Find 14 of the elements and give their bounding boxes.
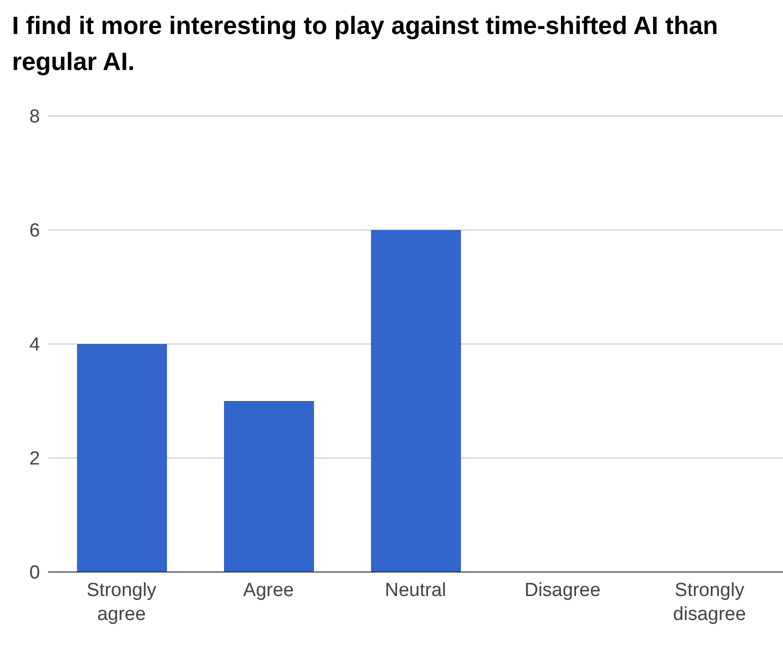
y-tick-label: 8 xyxy=(29,106,40,128)
y-tick-label: 2 xyxy=(29,448,40,470)
x-tick-label: Strongly agree xyxy=(86,580,157,625)
bar xyxy=(77,344,167,572)
x-tick-label: Disagree xyxy=(524,580,601,601)
y-tick-label: 6 xyxy=(29,220,40,242)
x-tick-label: Agree xyxy=(243,580,294,601)
chart-title: I find it more interesting to play against time-shifted AI than regular AI. xyxy=(12,11,720,78)
bar xyxy=(371,230,461,572)
y-tick-label: 4 xyxy=(29,334,40,356)
x-tick-label: Neutral xyxy=(384,580,446,601)
y-tick-label: 0 xyxy=(29,562,40,584)
x-tick-label: Strongly disagree xyxy=(673,580,746,625)
bar xyxy=(224,401,314,572)
